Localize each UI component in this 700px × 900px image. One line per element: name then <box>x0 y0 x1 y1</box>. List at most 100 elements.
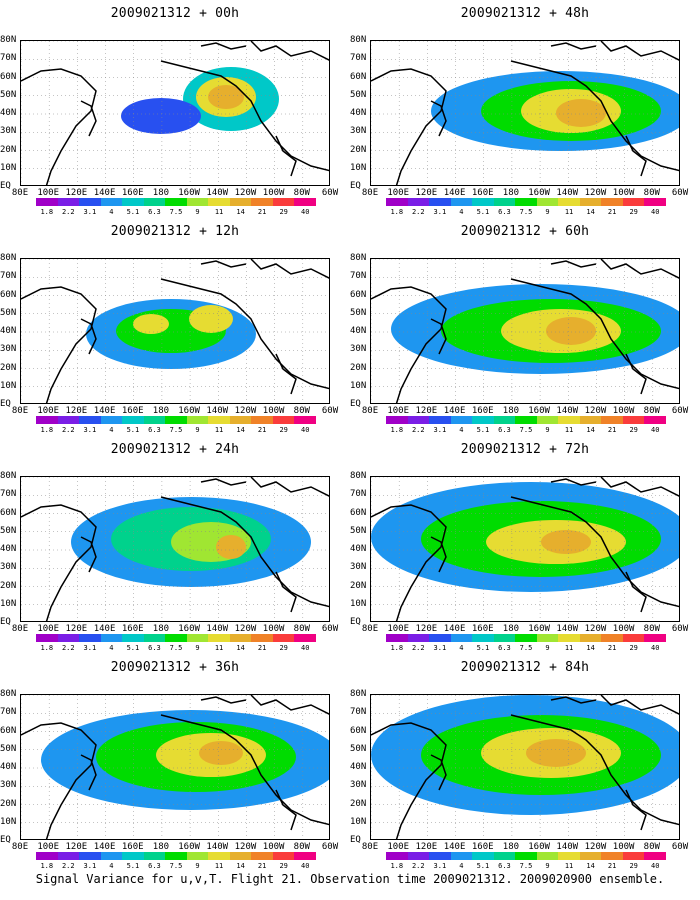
lon-label: 140E <box>93 188 116 198</box>
colorbar-label: 40 <box>301 644 310 652</box>
lat-label: 20N <box>0 144 17 155</box>
colorbar-swatch <box>208 634 230 642</box>
colorbar-label: 6.3 <box>148 426 161 434</box>
lon-label: 80E <box>361 624 379 634</box>
coastline <box>160 278 329 390</box>
lon-label: 160E <box>121 624 144 634</box>
lon-label: 80E <box>11 842 29 852</box>
colorbar-swatch <box>122 852 144 860</box>
colorbar-swatch <box>515 852 537 860</box>
lon-label: 180 <box>152 188 170 198</box>
lat-label: 70N <box>350 707 367 718</box>
lon-label: 140E <box>93 624 116 634</box>
variance-map <box>370 40 680 186</box>
colorbar-swatch <box>622 634 645 642</box>
colorbar-swatch <box>165 634 187 642</box>
lon-label: 160W <box>528 624 550 634</box>
colorbar-swatch <box>251 852 273 860</box>
colorbar-swatch <box>143 416 166 424</box>
variance-contour <box>189 305 233 333</box>
colorbar-swatch <box>472 416 494 424</box>
colorbar-label: 21 <box>257 208 267 216</box>
coastline <box>600 41 679 61</box>
coastline <box>160 60 329 172</box>
colorbar-label: 6.3 <box>498 426 511 434</box>
colorbar-swatch <box>644 416 666 424</box>
colorbar-swatch <box>472 198 494 206</box>
variance-map <box>370 258 680 404</box>
lat-label: 50N <box>350 525 367 536</box>
colorbar-label: 29 <box>629 862 638 870</box>
colorbar-label: 7.5 <box>519 208 533 216</box>
lon-label: 120W <box>584 406 607 416</box>
lat-label: 60N <box>350 289 367 300</box>
colorbar-label: 11 <box>214 208 224 216</box>
lon-label: 80E <box>11 406 29 416</box>
colorbar-swatch <box>251 634 273 642</box>
coastline <box>200 478 247 486</box>
coastline <box>80 318 97 355</box>
colorbar-label: 1.8 <box>40 426 54 434</box>
colorbar-label: 21 <box>607 862 617 870</box>
lat-label: 80N <box>350 35 367 45</box>
lat-label: 10N <box>350 380 367 391</box>
variance-contour <box>121 98 201 134</box>
colorbar-swatch <box>386 198 408 206</box>
colorbar-swatch <box>57 416 80 424</box>
coastline <box>250 259 329 279</box>
colorbar-swatch <box>558 634 580 642</box>
colorbar-label: 29 <box>629 426 638 434</box>
lon-label: 80W <box>293 406 310 416</box>
colorbar-label: 4 <box>109 644 114 652</box>
lat-label: 40N <box>0 326 17 336</box>
lon-label: 180 <box>502 188 520 198</box>
lat-label: 40N <box>0 544 17 554</box>
colorbar-label: 29 <box>629 208 638 216</box>
variance-contour <box>526 739 586 767</box>
lat-label: 10N <box>0 816 17 827</box>
colorbar-label: 4 <box>459 208 464 216</box>
lat-label: 70N <box>0 53 17 64</box>
colorbar <box>386 416 666 424</box>
colorbar-label: 29 <box>279 644 288 652</box>
lat-label: 80N <box>350 253 367 263</box>
colorbar-swatch <box>251 198 273 206</box>
colorbar-label: 5.1 <box>476 862 490 870</box>
lat-label: 10N <box>350 598 367 609</box>
lat-label: 20N <box>350 580 367 591</box>
lon-label: 60W <box>671 406 689 416</box>
colorbar-swatch <box>386 634 408 642</box>
colorbar-swatch <box>186 198 209 206</box>
lat-label: 50N <box>350 743 367 754</box>
coastline <box>250 695 329 715</box>
colorbar-swatch <box>100 634 123 642</box>
lat-label: 70N <box>0 271 17 282</box>
map-svg <box>371 259 679 403</box>
colorbar-label: 2.2 <box>61 862 75 870</box>
colorbar-swatch <box>272 198 295 206</box>
colorbar-label: 2.2 <box>411 426 425 434</box>
lat-label: 40N <box>350 544 367 554</box>
variance-map <box>20 40 330 186</box>
lat-label: 50N <box>0 89 17 100</box>
colorbar-swatch <box>143 198 166 206</box>
variance-contour <box>133 314 169 334</box>
colorbar-swatch <box>186 852 209 860</box>
coastline <box>21 68 97 185</box>
colorbar-label: 7.5 <box>169 644 183 652</box>
colorbar-swatch <box>294 198 316 206</box>
colorbar-swatch <box>272 634 295 642</box>
coastline <box>625 789 647 831</box>
colorbar-label: 29 <box>279 426 288 434</box>
lon-label: 80E <box>361 406 379 416</box>
colorbar-swatch <box>429 198 451 206</box>
map-panel: 2009021312 + 48h 80N 70N 60N 50N 40N 30N 20N 10N… <box>350 0 700 220</box>
colorbar-label: 2.2 <box>61 426 75 434</box>
colorbar <box>386 634 666 642</box>
lon-label: 100E <box>387 842 410 852</box>
colorbar-label: 5.1 <box>126 426 140 434</box>
coastline <box>275 789 297 831</box>
lon-label: 140E <box>443 624 466 634</box>
lon-label: 100E <box>387 188 410 198</box>
colorbar-swatch <box>601 416 623 424</box>
